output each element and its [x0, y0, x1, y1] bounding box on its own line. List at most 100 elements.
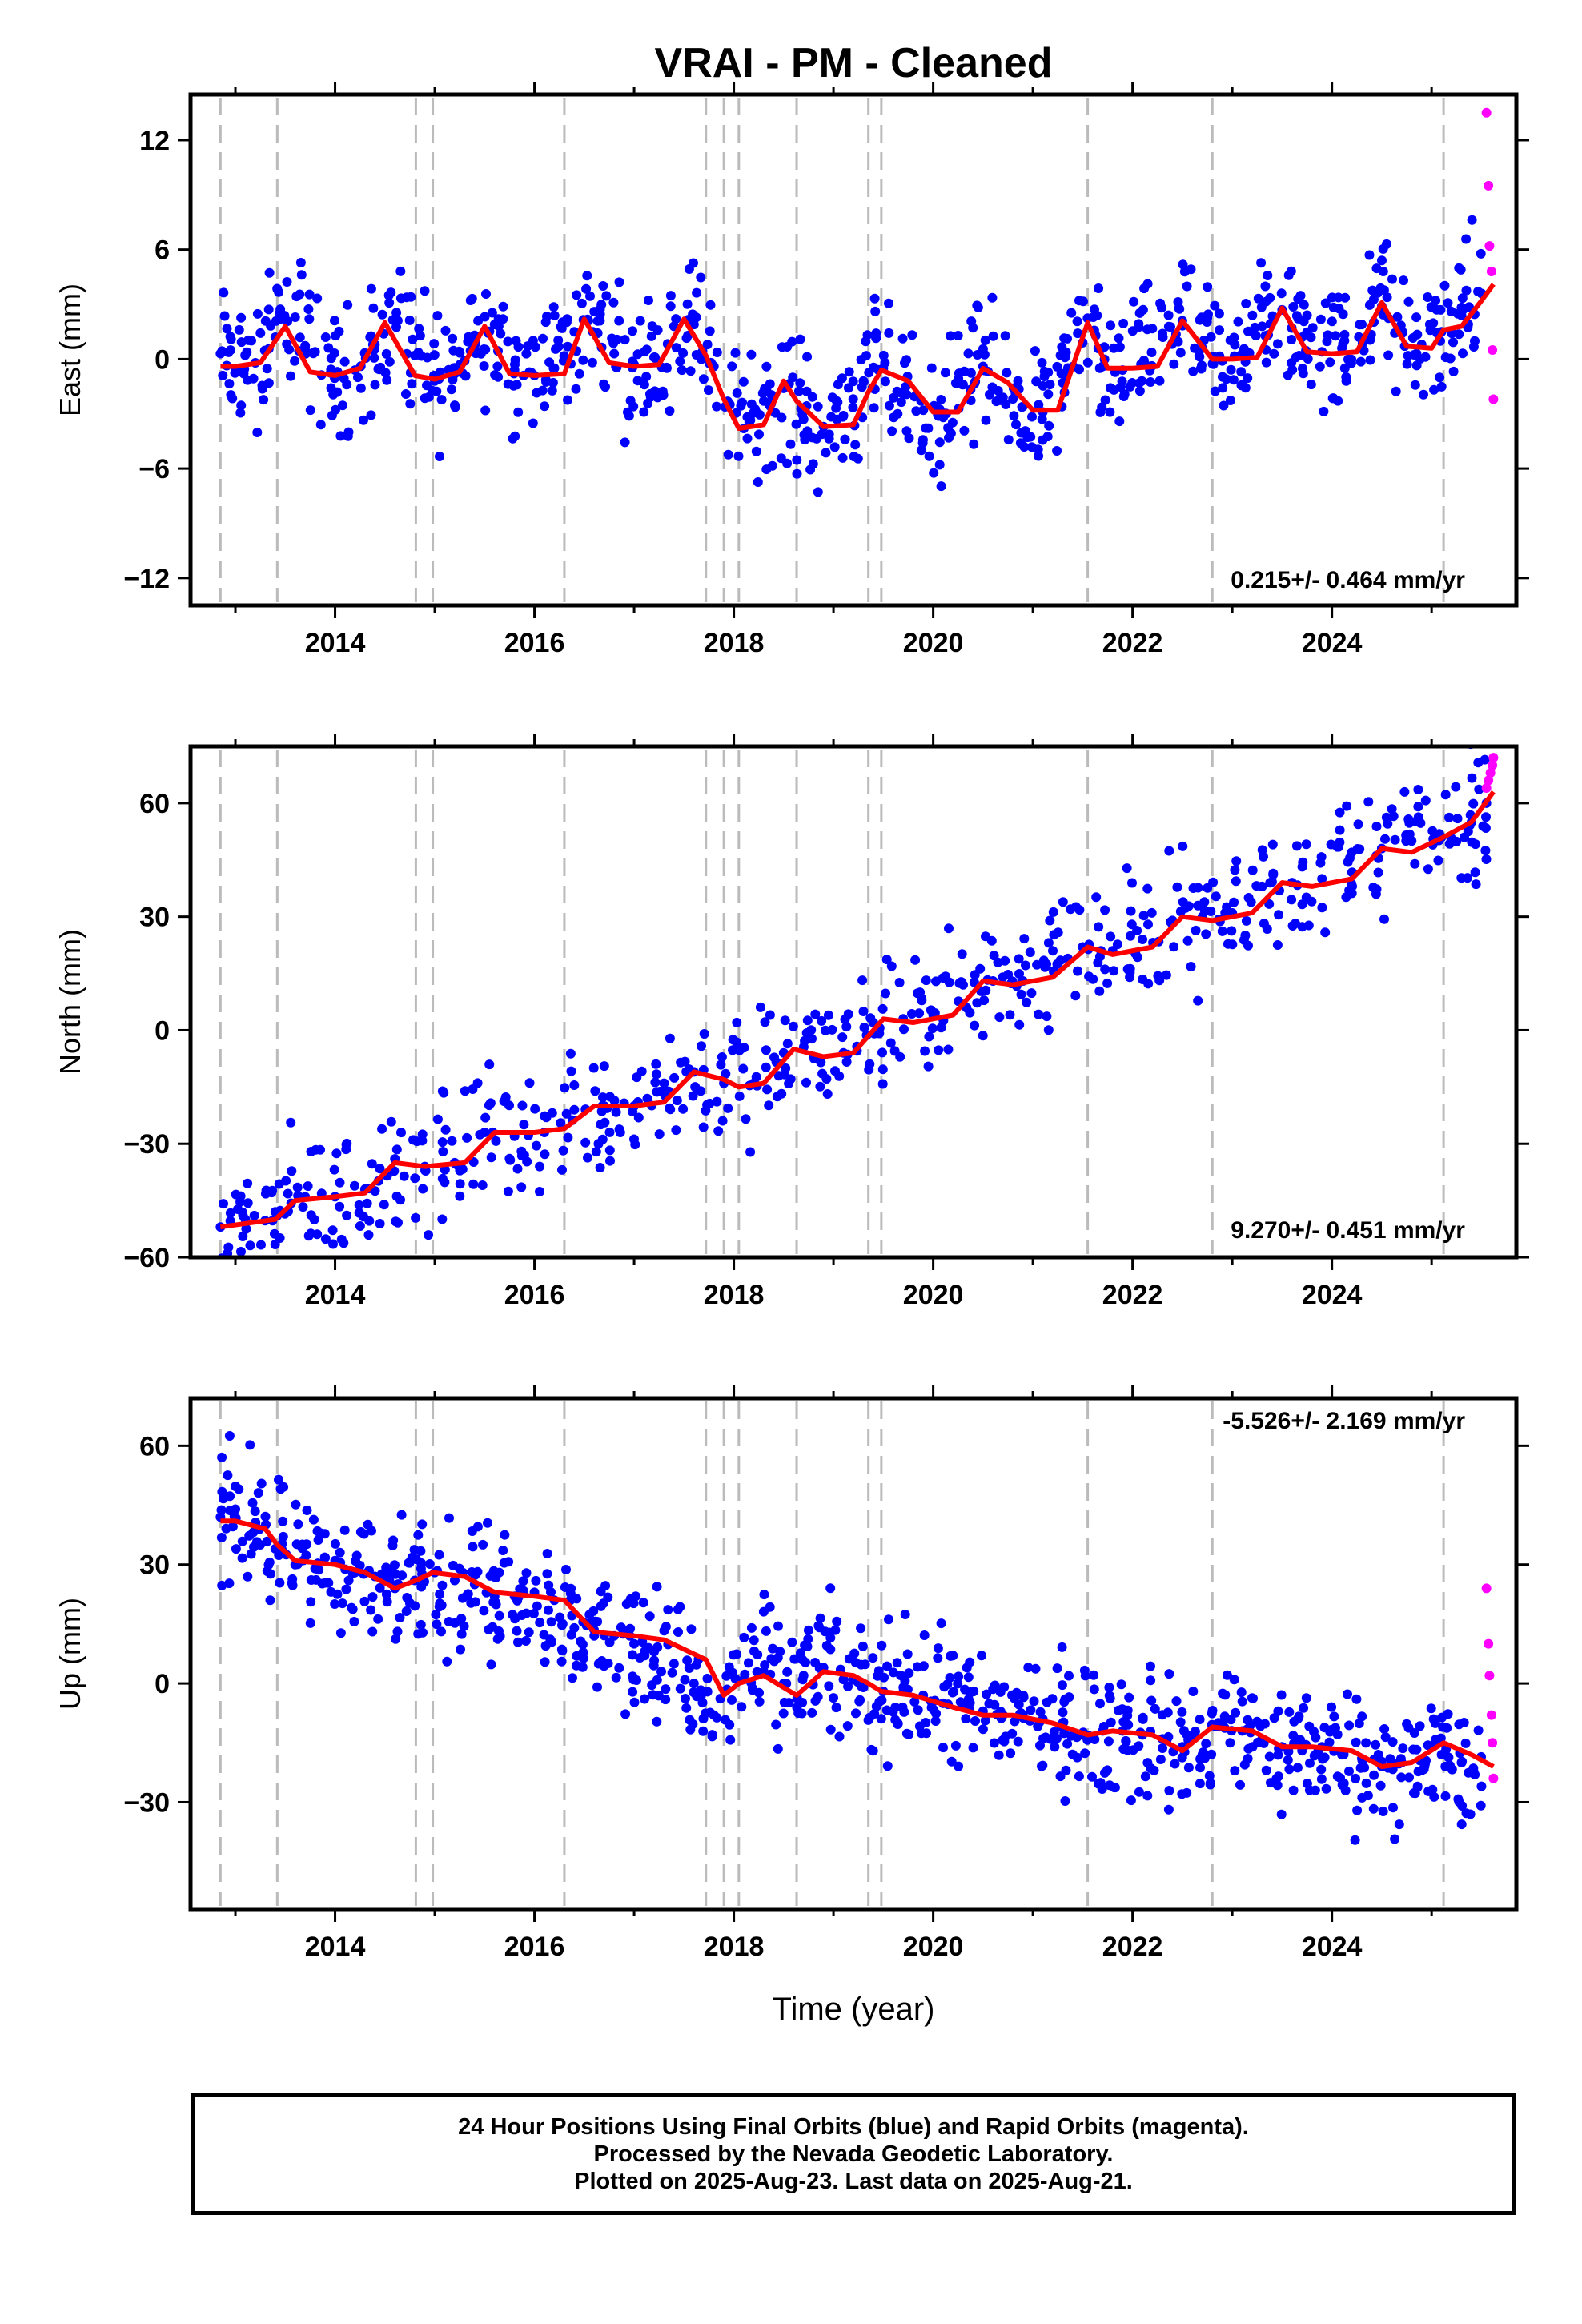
panel-north: 2014 2016 2018 2020 2022 2024 −60 −30 0 30 60 North… — [54, 734, 1529, 1310]
final-orbit-point — [1067, 1749, 1078, 1759]
final-orbit-point — [934, 1045, 944, 1055]
final-orbit-point — [1476, 1781, 1487, 1791]
final-orbit-point — [558, 1145, 568, 1156]
final-orbit-point — [659, 1078, 669, 1088]
final-orbit-point — [1010, 1716, 1020, 1727]
final-orbit-point — [1259, 851, 1268, 862]
final-orbit-point — [916, 445, 926, 456]
final-orbit-point — [1316, 1774, 1327, 1784]
final-orbit-point — [751, 446, 761, 456]
final-orbit-point — [223, 1470, 233, 1481]
final-orbit-point — [226, 334, 236, 344]
final-orbit-point — [917, 435, 928, 445]
final-orbit-point — [387, 1541, 398, 1550]
final-orbit-point — [245, 1440, 255, 1450]
final-orbit-point — [574, 368, 584, 379]
final-orbit-point — [921, 975, 931, 986]
final-orbit-point — [869, 362, 879, 372]
final-orbit-point — [1062, 1739, 1073, 1749]
final-orbit-point — [705, 1098, 715, 1108]
x-tick-label: 2018 — [704, 628, 765, 658]
final-orbit-point — [592, 1617, 603, 1626]
final-orbit-point — [1365, 335, 1375, 345]
x-tick-label: 2014 — [305, 1932, 366, 1962]
final-orbit-point — [897, 333, 908, 344]
final-orbit-point — [1146, 348, 1157, 357]
final-orbit-point — [286, 371, 295, 381]
final-orbit-point — [734, 1045, 745, 1055]
final-orbit-point — [377, 309, 387, 320]
final-orbit-point — [440, 1164, 450, 1175]
final-orbit-point — [978, 344, 988, 354]
final-orbit-point — [1470, 336, 1480, 346]
final-orbit-point — [1197, 1750, 1207, 1760]
final-orbit-point — [1119, 389, 1130, 400]
final-orbit-point — [480, 1112, 491, 1123]
final-orbit-point — [1265, 292, 1275, 303]
final-orbit-point — [295, 332, 305, 343]
final-orbit-point — [725, 1735, 736, 1745]
final-orbit-point — [926, 363, 937, 373]
final-orbit-point — [1276, 1690, 1287, 1700]
final-orbit-point — [861, 336, 871, 347]
final-orbit-point — [265, 1569, 275, 1579]
final-orbit-point — [412, 1554, 421, 1565]
final-orbit-point — [1283, 370, 1293, 380]
final-orbit-point — [390, 316, 400, 326]
final-orbit-point — [1100, 395, 1110, 405]
final-orbit-point — [843, 1681, 853, 1691]
final-orbit-point — [868, 1653, 878, 1663]
final-orbit-point — [233, 1204, 243, 1214]
final-orbit-point — [265, 1595, 275, 1606]
final-orbit-point — [958, 380, 968, 390]
final-orbit-point — [1380, 834, 1390, 844]
final-orbit-point — [1048, 946, 1058, 956]
final-orbit-point — [881, 988, 890, 999]
final-orbit-point — [923, 423, 934, 433]
final-orbit-point — [1423, 292, 1433, 302]
final-orbit-point — [1291, 841, 1302, 851]
final-orbit-point — [1241, 299, 1251, 308]
final-orbit-point — [864, 1064, 874, 1075]
final-orbit-point — [653, 1691, 664, 1701]
final-orbit-point — [236, 400, 247, 411]
final-orbit-point — [1460, 1738, 1471, 1748]
final-orbit-point — [600, 382, 610, 392]
final-orbit-point — [1125, 967, 1135, 978]
final-orbit-point — [334, 326, 344, 336]
final-orbit-point — [384, 298, 395, 308]
final-orbit-point — [760, 1017, 770, 1027]
final-orbit-point — [1201, 929, 1211, 939]
final-orbit-point — [632, 349, 643, 360]
final-orbit-point — [1095, 407, 1106, 417]
final-orbit-point — [672, 1096, 682, 1106]
final-orbit-point — [1100, 905, 1110, 915]
final-orbit-point — [1087, 1771, 1097, 1782]
final-orbit-point — [1037, 414, 1047, 424]
final-orbit-point — [742, 412, 753, 422]
final-orbit-point — [355, 383, 366, 393]
x-tick-label: 2018 — [704, 1932, 765, 1962]
final-orbit-point — [1089, 1670, 1098, 1680]
rate-label: 0.215+/- 0.464 mm/yr — [1231, 567, 1465, 593]
final-orbit-point — [1082, 313, 1093, 324]
final-orbit-point — [1295, 291, 1306, 301]
final-orbit-point — [1448, 337, 1458, 348]
final-orbit-point — [412, 1136, 422, 1147]
final-orbit-point — [907, 330, 917, 340]
final-orbit-point — [310, 347, 320, 357]
final-orbit-point — [1175, 1717, 1186, 1727]
final-orbit-point — [1029, 1696, 1039, 1707]
final-orbit-point — [498, 1546, 508, 1555]
final-orbit-point — [540, 1641, 551, 1651]
final-orbit-point — [530, 1104, 540, 1114]
final-orbit-point — [761, 1045, 771, 1055]
final-orbit-point — [1219, 400, 1229, 411]
final-orbit-point — [560, 1582, 570, 1592]
final-orbit-point — [1125, 381, 1135, 392]
final-orbit-point — [1178, 1726, 1189, 1736]
final-orbit-point — [234, 324, 244, 335]
final-orbit-point — [491, 1136, 501, 1146]
chart-title: VRAI - PM - Cleaned — [655, 40, 1053, 86]
final-orbit-point — [702, 340, 713, 350]
